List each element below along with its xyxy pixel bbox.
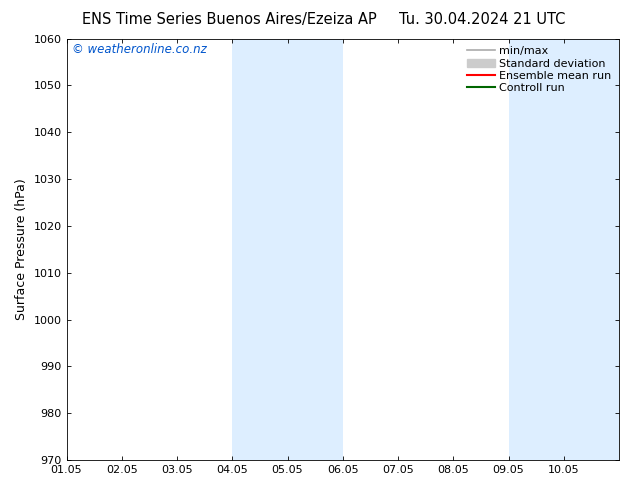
Text: ENS Time Series Buenos Aires/Ezeiza AP: ENS Time Series Buenos Aires/Ezeiza AP (82, 12, 377, 27)
Text: © weatheronline.co.nz: © weatheronline.co.nz (72, 43, 207, 56)
Y-axis label: Surface Pressure (hPa): Surface Pressure (hPa) (15, 178, 28, 320)
Bar (508, 39, 564, 460)
Legend: min/max, Standard deviation, Ensemble mean run, Controll run: min/max, Standard deviation, Ensemble me… (465, 44, 614, 95)
Bar (564, 39, 619, 460)
Text: Tu. 30.04.2024 21 UTC: Tu. 30.04.2024 21 UTC (399, 12, 566, 27)
Bar (232, 39, 288, 460)
Bar (288, 39, 343, 460)
Title: ENS Time Series Buenos Aires/Ezeiza AP        Tu. 30.04.2024 21 UTC: ENS Time Series Buenos Aires/Ezeiza AP T… (0, 489, 1, 490)
